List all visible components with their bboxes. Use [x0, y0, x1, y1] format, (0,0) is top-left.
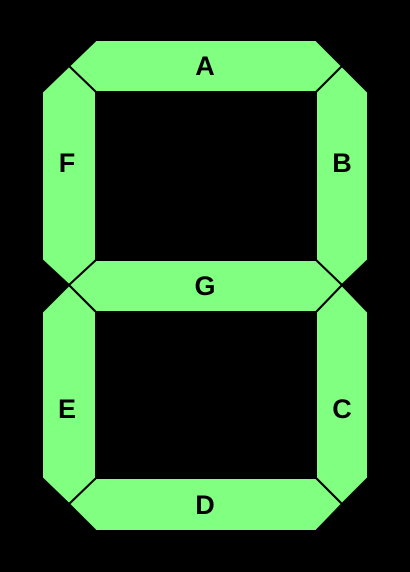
segment-g-label: G — [194, 271, 215, 301]
segment-e: E — [41, 283, 97, 506]
segment-d-label: D — [195, 490, 215, 520]
segment-e-label: E — [58, 394, 76, 424]
segment-b-label: B — [332, 148, 352, 178]
segment-a-label: A — [195, 51, 215, 81]
segment-c-label: C — [332, 394, 352, 424]
segment-d: D — [67, 477, 344, 532]
segment-f: F — [41, 64, 97, 287]
segment-f-label: F — [59, 148, 76, 178]
segment-g-shape — [67, 259, 344, 313]
segment-b: B — [315, 64, 369, 287]
segment-c: C — [315, 283, 369, 506]
segment-g: G — [67, 259, 344, 313]
segment-a: A — [67, 39, 344, 93]
